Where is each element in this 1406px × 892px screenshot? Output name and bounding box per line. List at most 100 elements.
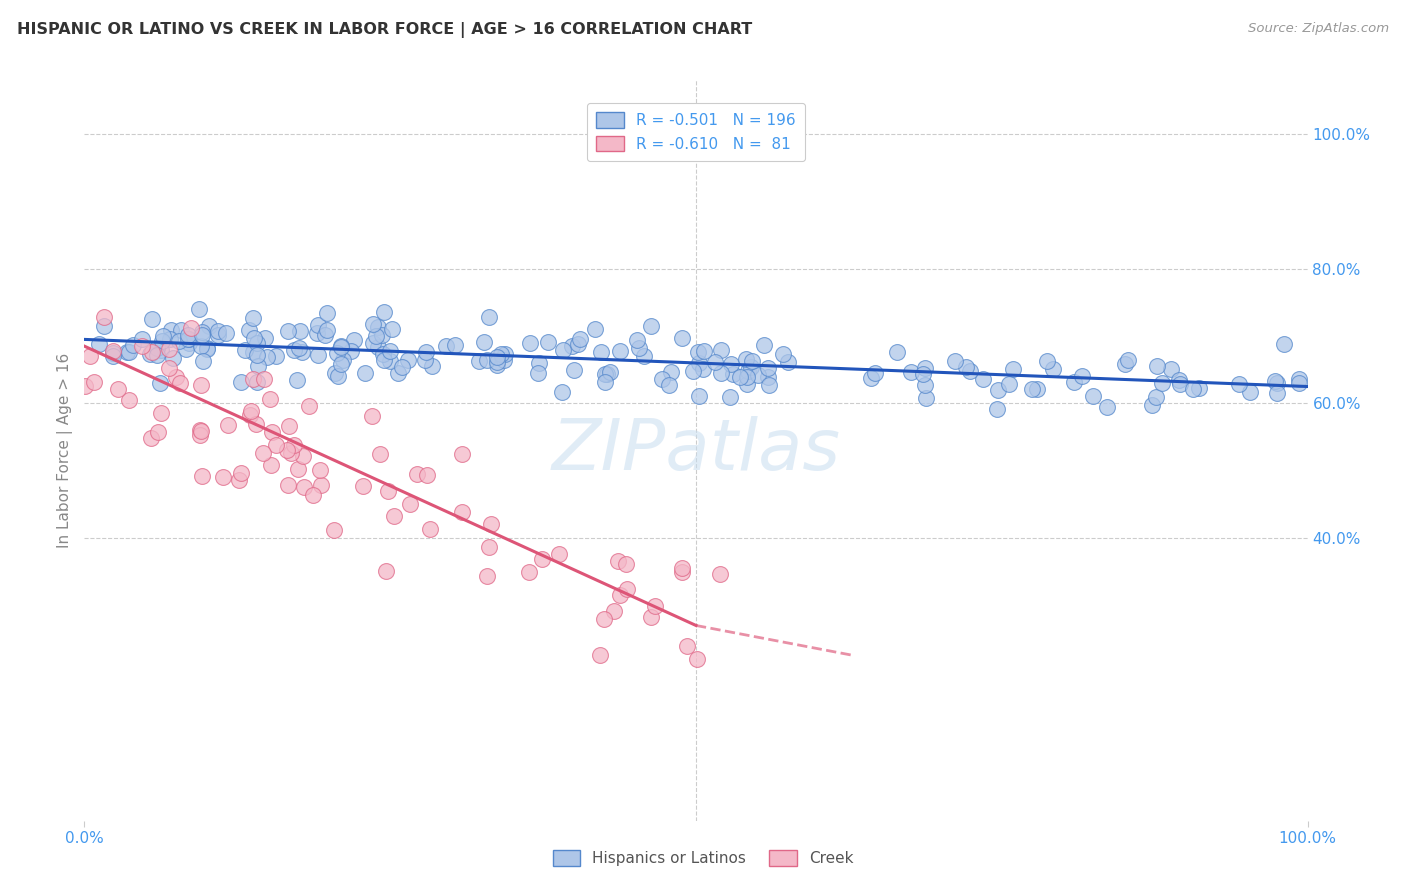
Point [247, 359, 270, 373]
Point [519, 336, 541, 351]
Point [287, 341, 309, 355]
Point [589, 648, 612, 662]
Point [551, 385, 574, 400]
Point [266, 349, 288, 363]
Point [329, 339, 352, 353]
Point [723, 367, 745, 381]
Point [260, 458, 283, 473]
Point [246, 376, 269, 390]
Point [73, 378, 96, 392]
Point [562, 363, 585, 377]
Point [720, 357, 742, 371]
Point [145, 348, 167, 362]
Point [915, 391, 938, 405]
Point [118, 393, 141, 408]
Point [1071, 369, 1094, 384]
Point [987, 384, 1010, 398]
Point [420, 359, 443, 374]
Legend: R = -0.501   N = 196, R = -0.610   N =  81: R = -0.501 N = 196, R = -0.610 N = 81 [588, 103, 804, 161]
Point [190, 327, 212, 342]
Point [758, 378, 780, 392]
Point [245, 417, 267, 431]
Point [367, 320, 389, 334]
Point [187, 301, 209, 316]
Point [1001, 362, 1024, 376]
Point [150, 406, 173, 420]
Point [160, 323, 183, 337]
Point [671, 565, 693, 579]
Point [229, 466, 252, 480]
Point [256, 350, 278, 364]
Point [406, 467, 429, 481]
Point [1267, 376, 1289, 391]
Point [434, 338, 457, 352]
Point [772, 347, 794, 361]
Point [596, 367, 619, 381]
Point [118, 345, 141, 359]
Point [568, 333, 591, 347]
Point [740, 359, 762, 374]
Point [485, 354, 508, 368]
Point [287, 373, 309, 387]
Point [373, 352, 395, 367]
Point [87, 336, 110, 351]
Point [252, 446, 274, 460]
Point [865, 366, 887, 380]
Point [603, 604, 626, 618]
Point [1150, 376, 1173, 391]
Point [1227, 376, 1250, 391]
Point [190, 339, 212, 353]
Point [246, 336, 269, 351]
Point [162, 351, 184, 365]
Point [361, 409, 384, 423]
Point [180, 321, 202, 335]
Point [671, 331, 693, 345]
Point [553, 343, 575, 357]
Point [1021, 382, 1043, 396]
Point [752, 338, 775, 352]
Point [756, 360, 779, 375]
Point [298, 399, 321, 413]
Point [305, 326, 328, 341]
Point [478, 310, 501, 325]
Text: HISPANIC OR LATINO VS CREEK IN LABOR FORCE | AGE > 16 CORRELATION CHART: HISPANIC OR LATINO VS CREEK IN LABOR FOR… [17, 22, 752, 38]
Point [307, 348, 329, 362]
Point [416, 467, 439, 482]
Point [998, 376, 1021, 391]
Point [391, 360, 413, 375]
Point [195, 341, 218, 355]
Point [122, 338, 145, 352]
Point [377, 483, 399, 498]
Point [382, 508, 405, 523]
Point [599, 365, 621, 379]
Point [659, 365, 682, 379]
Point [530, 552, 553, 566]
Point [309, 462, 332, 476]
Point [478, 540, 501, 554]
Point [710, 366, 733, 380]
Point [693, 343, 716, 358]
Point [139, 347, 162, 361]
Point [475, 353, 498, 368]
Point [148, 425, 170, 439]
Point [682, 364, 704, 378]
Point [468, 354, 491, 368]
Point [747, 368, 769, 383]
Point [486, 350, 509, 364]
Point [159, 332, 181, 346]
Point [609, 344, 631, 359]
Point [479, 516, 502, 531]
Point [1264, 374, 1286, 388]
Point [718, 390, 741, 404]
Point [914, 377, 936, 392]
Point [547, 547, 569, 561]
Point [314, 327, 336, 342]
Point [561, 339, 583, 353]
Point [370, 328, 392, 343]
Point [101, 349, 124, 363]
Point [361, 317, 384, 331]
Point [316, 306, 339, 320]
Point [149, 376, 172, 390]
Point [291, 345, 314, 359]
Point [370, 447, 392, 461]
